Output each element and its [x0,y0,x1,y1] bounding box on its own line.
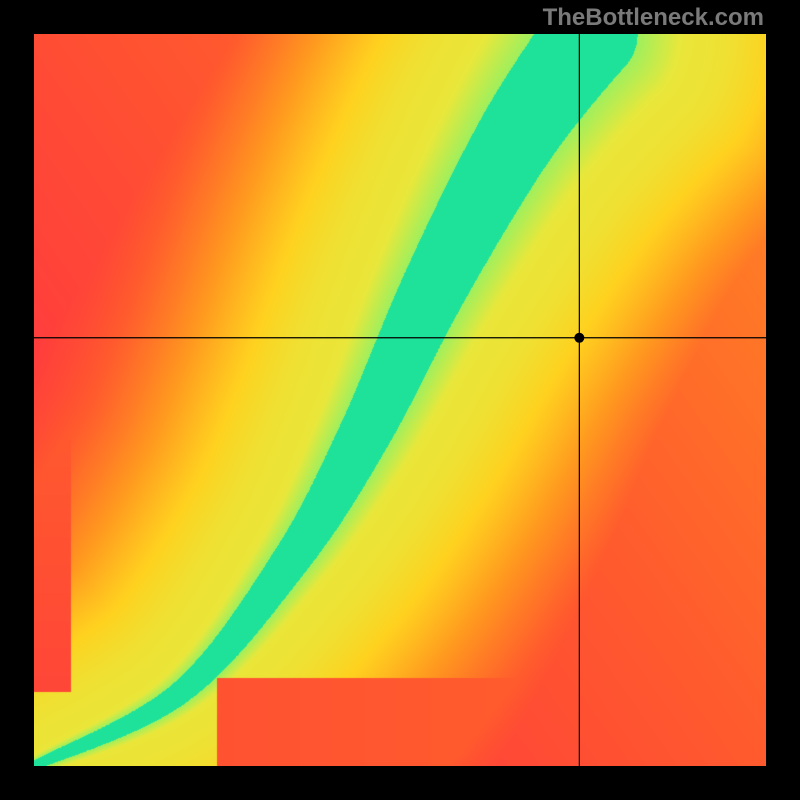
chart-container: TheBottleneck.com [0,0,800,800]
watermark-text: TheBottleneck.com [543,4,764,32]
heatmap-plot [34,34,766,766]
